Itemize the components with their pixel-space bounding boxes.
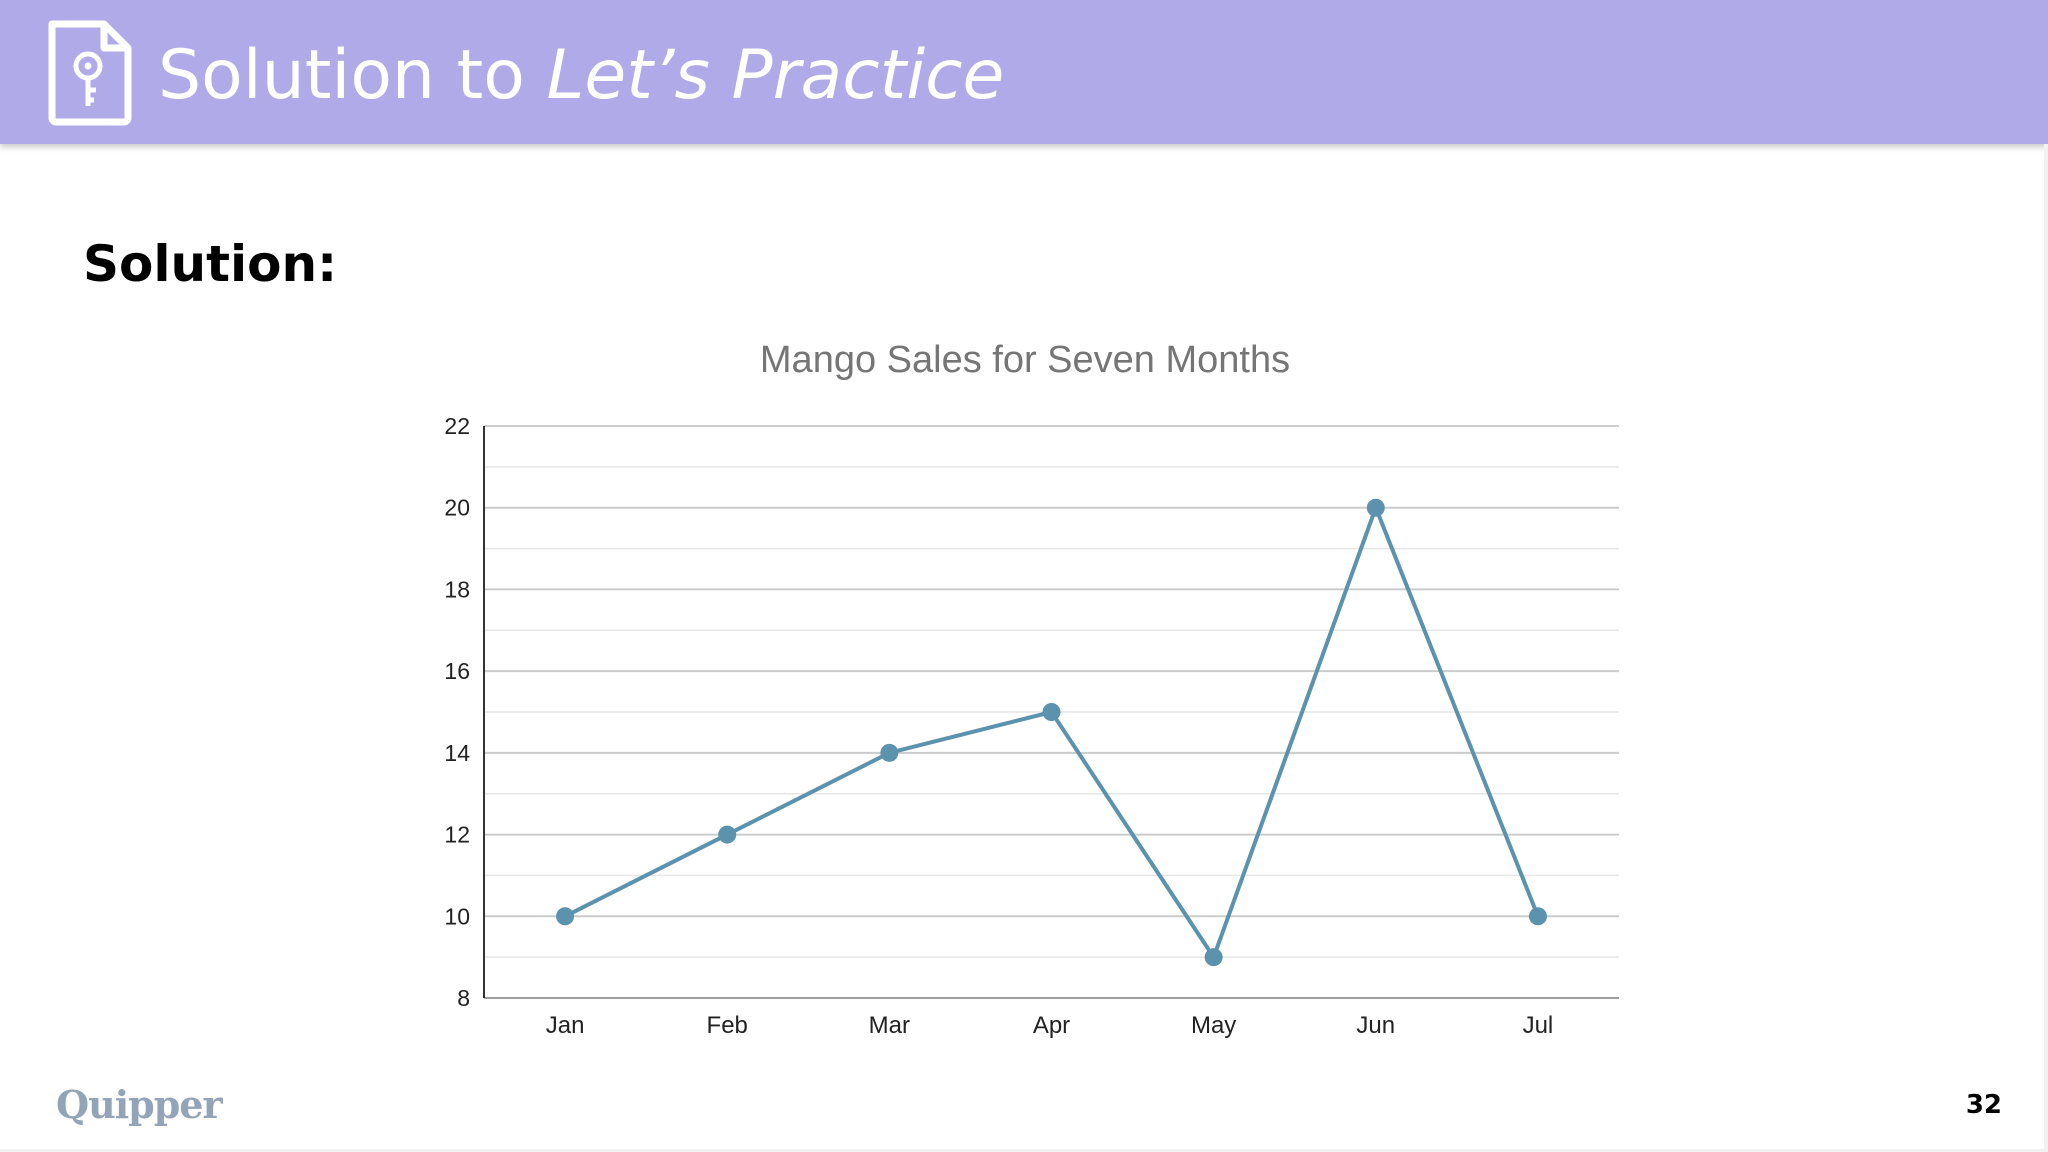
data-point bbox=[556, 907, 575, 926]
y-tick-label: 14 bbox=[444, 740, 470, 766]
data-point bbox=[880, 743, 899, 762]
data-point bbox=[1204, 948, 1223, 967]
page-number: 32 bbox=[1965, 1090, 2002, 1120]
header-bar: Solution to Let’s Practice bbox=[0, 0, 2048, 144]
y-tick-label: 12 bbox=[444, 822, 470, 848]
slide-edge-bottom bbox=[0, 1149, 2048, 1152]
x-tick-label: Jul bbox=[1523, 1012, 1554, 1039]
chart-title: Mango Sales for Seven Months bbox=[760, 339, 1290, 381]
y-tick-label: 16 bbox=[444, 658, 470, 684]
data-point bbox=[1528, 907, 1547, 926]
chart-grid bbox=[484, 425, 1619, 999]
x-tick-label: Feb bbox=[707, 1012, 748, 1039]
y-tick-label: 20 bbox=[444, 495, 470, 521]
y-tick-label: 8 bbox=[457, 985, 470, 1011]
data-point bbox=[1042, 703, 1061, 721]
document-key-icon bbox=[48, 20, 132, 126]
data-series bbox=[556, 498, 1547, 967]
y-axis-ticks: 8 10 12 14 16 18 20 22 bbox=[444, 413, 470, 1011]
x-tick-label: Apr bbox=[1033, 1012, 1070, 1039]
x-tick-label: Jun bbox=[1356, 1012, 1395, 1039]
page-title: Solution to Let’s Practice bbox=[158, 36, 1004, 116]
y-tick-label: 18 bbox=[444, 576, 470, 602]
data-point bbox=[1366, 498, 1385, 517]
x-tick-label: Mar bbox=[869, 1012, 910, 1039]
title-plain: Solution to bbox=[158, 36, 547, 115]
x-axis-ticks: Jan Feb Mar Apr May Jun Jul bbox=[546, 1012, 1554, 1039]
quipper-logo: Quipper bbox=[56, 1082, 223, 1127]
series-line bbox=[564, 505, 1540, 960]
y-tick-label: 22 bbox=[444, 413, 470, 439]
solution-label: Solution: bbox=[83, 235, 338, 293]
y-tick-label: 10 bbox=[444, 903, 470, 929]
data-point bbox=[718, 825, 737, 844]
x-tick-label: Jan bbox=[546, 1012, 585, 1039]
x-tick-label: May bbox=[1191, 1012, 1236, 1039]
title-italic: Let’s Practice bbox=[546, 36, 1005, 115]
slide-edge bbox=[2044, 144, 2048, 1152]
